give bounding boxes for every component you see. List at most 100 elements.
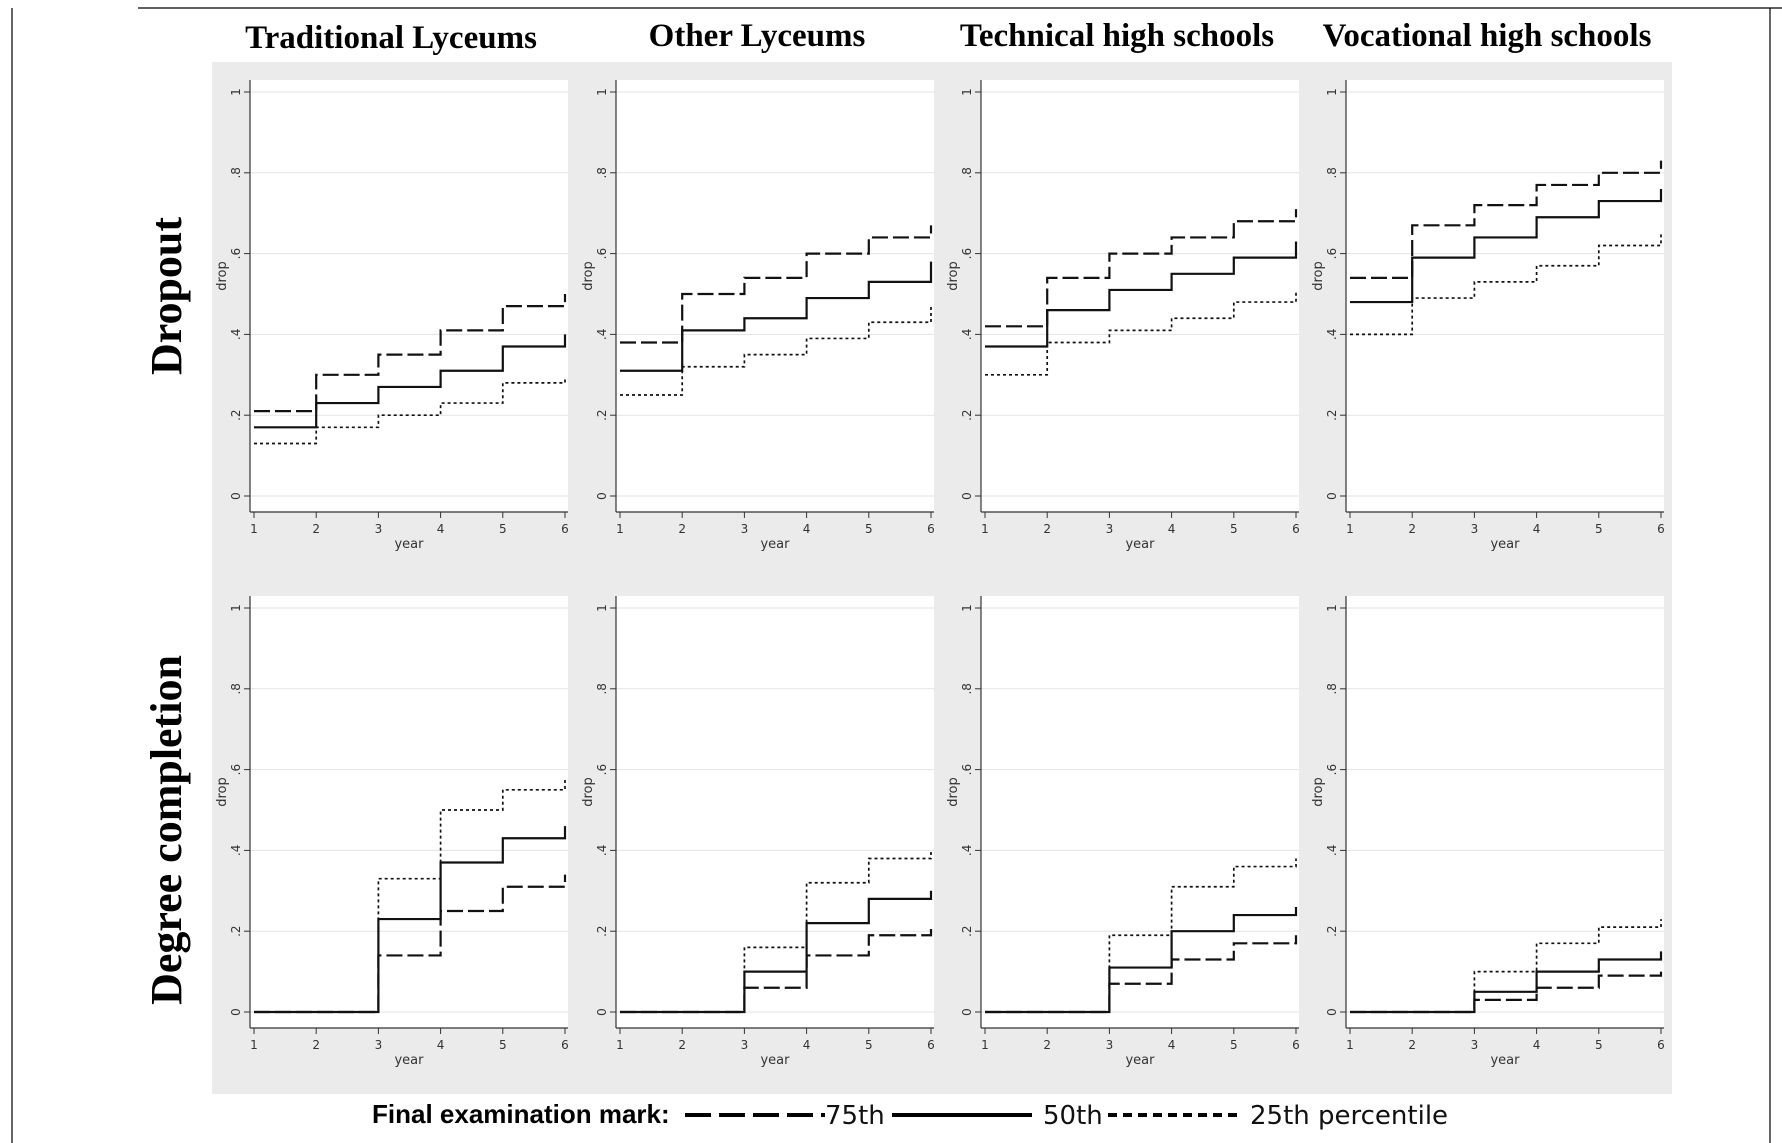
series-line-solid — [620, 261, 933, 372]
y-tick-label: .8 — [595, 167, 609, 178]
legend-label-50th: 50th — [1043, 1101, 1103, 1131]
y-axis-label: drop — [215, 261, 230, 291]
y-axis-label: drop — [581, 261, 596, 291]
y-tick-label: .4 — [595, 845, 609, 856]
y-tick-label: .4 — [960, 329, 974, 340]
series-line-solid — [985, 906, 1298, 1014]
y-tick-label: .4 — [595, 329, 609, 340]
panel-grid: 0 .2 .4 .6 .8 1 1 2 3 4 5 6 year drop 0 .2 .4 .6 .8 1 1 2 3 4 5 6… — [215, 80, 1665, 1068]
x-tick-label: 4 — [803, 522, 811, 536]
y-tick-label: 1 — [229, 88, 243, 96]
y-tick-label: .6 — [595, 248, 609, 259]
x-tick-label: 3 — [375, 522, 383, 536]
x-tick-label: 4 — [1533, 522, 1541, 536]
y-tick-label: .2 — [595, 925, 609, 936]
panel-dropout-vocational-high-schools: 0 .2 .4 .6 .8 1 1 2 3 4 5 6 year drop — [1311, 80, 1665, 552]
plot-area — [1346, 596, 1664, 1028]
x-tick-label: 4 — [1168, 522, 1176, 536]
x-tick-label: 1 — [250, 522, 258, 536]
series-line-solid — [985, 241, 1298, 348]
x-tick-label: 5 — [1595, 522, 1603, 536]
x-axis-label: year — [394, 1053, 424, 1068]
y-axis-label: drop — [946, 261, 961, 291]
plot-area — [1346, 80, 1664, 512]
series-line-solid — [1350, 951, 1663, 1014]
y-tick-label: .6 — [229, 764, 243, 775]
y-tick-label: .8 — [1325, 167, 1339, 178]
series-line-dotted — [620, 850, 932, 1013]
x-tick-label: 3 — [1471, 1038, 1479, 1052]
panel-dropout-other-lyceums: 0 .2 .4 .6 .8 1 1 2 3 4 5 6 year drop — [581, 80, 935, 552]
y-tick-label: .2 — [1325, 925, 1339, 936]
y-tick-label: 0 — [229, 1008, 243, 1016]
x-tick-label: 2 — [1408, 522, 1416, 536]
series-line-dotted — [1350, 233, 1662, 336]
y-axis-label: drop — [215, 777, 230, 807]
y-tick-label: .8 — [595, 683, 609, 694]
x-tick-label: 3 — [1106, 522, 1114, 536]
column-title-other-lyceums: Other Lyceums — [649, 18, 866, 54]
y-tick-label: 1 — [1325, 88, 1339, 96]
x-tick-label: 6 — [561, 1038, 569, 1052]
panel-degree-completion-traditional-lyceums: 0 .2 .4 .6 .8 1 1 2 3 4 5 6 year drop — [215, 596, 569, 1068]
panel-degree-completion-technical-high-schools: 0 .2 .4 .6 .8 1 1 2 3 4 5 6 year drop — [946, 596, 1300, 1068]
y-axis-label: drop — [581, 777, 596, 807]
y-tick-label: 0 — [1325, 1008, 1339, 1016]
y-tick-label: 1 — [595, 88, 609, 96]
y-tick-label: .4 — [229, 329, 243, 340]
x-tick-label: 1 — [616, 522, 624, 536]
row-title-dropout: Dropout — [142, 217, 191, 375]
series-line-solid — [620, 890, 933, 1014]
panel-dropout-technical-high-schools: 0 .2 .4 .6 .8 1 1 2 3 4 5 6 year drop — [946, 80, 1300, 552]
column-title-technical-high-schools: Technical high schools — [960, 18, 1274, 54]
x-tick-label: 3 — [1471, 522, 1479, 536]
x-tick-label: 5 — [865, 1038, 873, 1052]
x-tick-label: 1 — [250, 1038, 258, 1052]
legend: Final examination mark: 75th 50th 25th p… — [372, 1099, 1448, 1131]
y-tick-label: .2 — [229, 409, 243, 420]
series-line-dashed — [985, 209, 1298, 328]
y-axis-label: drop — [946, 777, 961, 807]
series-line-dotted — [1350, 919, 1662, 1013]
x-tick-label: 1 — [981, 1038, 989, 1052]
plot-area — [981, 80, 1299, 512]
plot-area — [250, 596, 568, 1028]
x-tick-label: 6 — [927, 1038, 935, 1052]
x-axis-label: year — [1125, 1053, 1155, 1068]
x-tick-label: 4 — [437, 522, 445, 536]
y-tick-label: 1 — [960, 88, 974, 96]
y-tick-label: 0 — [595, 492, 609, 500]
x-tick-label: 6 — [1292, 522, 1300, 536]
panel-degree-completion-other-lyceums: 0 .2 .4 .6 .8 1 1 2 3 4 5 6 year drop — [581, 596, 935, 1068]
x-tick-label: 3 — [741, 1038, 749, 1052]
x-tick-label: 2 — [312, 1038, 320, 1052]
y-tick-label: .2 — [960, 409, 974, 420]
series-line-dotted — [620, 306, 932, 396]
y-axis-label: drop — [1311, 261, 1326, 291]
y-tick-label: 0 — [960, 1008, 974, 1016]
column-title-vocational-high-schools: Vocational high schools — [1323, 18, 1652, 54]
plot-area — [250, 80, 568, 512]
x-tick-label: 2 — [678, 1038, 686, 1052]
y-tick-label: .8 — [1325, 683, 1339, 694]
x-tick-label: 6 — [1657, 522, 1665, 536]
x-tick-label: 5 — [865, 522, 873, 536]
x-tick-label: 5 — [499, 522, 507, 536]
series-line-solid — [254, 334, 567, 429]
y-tick-label: .6 — [595, 764, 609, 775]
series-line-dashed — [620, 225, 933, 344]
x-tick-label: 4 — [1168, 1038, 1176, 1052]
x-tick-label: 3 — [375, 1038, 383, 1052]
y-tick-label: .2 — [595, 409, 609, 420]
y-tick-label: .8 — [960, 167, 974, 178]
x-tick-label: 2 — [678, 522, 686, 536]
series-line-solid — [1350, 188, 1663, 304]
x-tick-label: 4 — [1533, 1038, 1541, 1052]
plot-area — [981, 596, 1299, 1028]
x-tick-label: 5 — [1230, 522, 1238, 536]
legend-label-25th-percentile: 25th percentile — [1250, 1101, 1448, 1131]
series-line-dashed — [254, 294, 567, 413]
x-axis-label: year — [760, 537, 790, 552]
panel-degree-completion-vocational-high-schools: 0 .2 .4 .6 .8 1 1 2 3 4 5 6 year drop — [1311, 596, 1665, 1068]
y-axis-label: drop — [1311, 777, 1326, 807]
